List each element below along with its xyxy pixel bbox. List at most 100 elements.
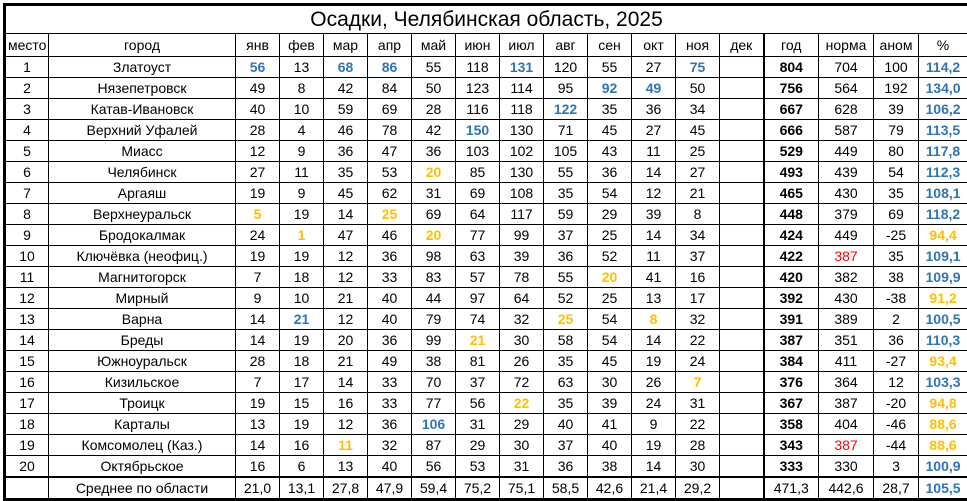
column-header-17[interactable]: % — [919, 34, 967, 57]
cell-jul[interactable]: 72 — [500, 372, 544, 393]
cell-city[interactable]: Южноуральск — [49, 351, 236, 372]
cell-year[interactable]: 493 — [764, 162, 819, 183]
cell-norm[interactable]: 351 — [819, 330, 874, 351]
cell-sep[interactable]: 54 — [588, 183, 632, 204]
cell-year[interactable]: 333 — [764, 456, 819, 478]
cell-jan[interactable]: 24 — [236, 225, 280, 246]
cell-aug[interactable]: 52 — [544, 288, 588, 309]
cell-sep[interactable]: 52 — [588, 246, 632, 267]
cell-dec[interactable] — [720, 225, 764, 246]
cell-percent[interactable]: 94,4 — [919, 225, 967, 246]
cell-norm[interactable]: 387 — [819, 435, 874, 456]
cell-city[interactable]: Варна — [49, 309, 236, 330]
cell-jun[interactable]: 123 — [456, 78, 500, 99]
cell-norm[interactable]: 330 — [819, 456, 874, 478]
cell-jul[interactable]: 108 — [500, 183, 544, 204]
cell-mar[interactable]: 59 — [324, 99, 368, 120]
cell-apr[interactable]: 84 — [368, 78, 412, 99]
cell-sep[interactable]: 54 — [588, 330, 632, 351]
cell-sep[interactable]: 25 — [588, 225, 632, 246]
cell-mar[interactable]: 20 — [324, 330, 368, 351]
cell-place[interactable]: 10 — [5, 246, 49, 267]
cell-feb[interactable]: 8 — [280, 78, 324, 99]
cell-mar[interactable]: 36 — [324, 141, 368, 162]
cell-place[interactable]: 5 — [5, 141, 49, 162]
cell-percent[interactable]: 88,6 — [919, 435, 967, 456]
cell-mar[interactable]: 12 — [324, 414, 368, 435]
cell-jan[interactable]: 12 — [236, 141, 280, 162]
cell-may[interactable]: 42 — [412, 120, 456, 141]
cell-jun[interactable]: 31 — [456, 414, 500, 435]
cell-sep[interactable]: 20 — [588, 267, 632, 288]
cell-city[interactable]: Нязепетровск — [49, 78, 236, 99]
cell-aug[interactable]: 35 — [544, 183, 588, 204]
cell-aug[interactable]: 95 — [544, 78, 588, 99]
cell-oct[interactable]: 27 — [632, 120, 676, 141]
cell-city[interactable]: Бреды — [49, 330, 236, 351]
cell-dec[interactable] — [720, 477, 764, 500]
cell-jun[interactable]: 64 — [456, 204, 500, 225]
cell-dec[interactable] — [720, 120, 764, 141]
cell-feb[interactable]: 9 — [280, 141, 324, 162]
cell-percent[interactable]: 109,1 — [919, 246, 967, 267]
cell-year[interactable]: 667 — [764, 99, 819, 120]
cell-norm[interactable]: 387 — [819, 246, 874, 267]
cell-city[interactable]: Верхний Уфалей — [49, 120, 236, 141]
cell-oct[interactable]: 24 — [632, 393, 676, 414]
cell-sep[interactable]: 45 — [588, 120, 632, 141]
cell-oct[interactable]: 21,4 — [632, 477, 676, 500]
cell-dec[interactable] — [720, 204, 764, 225]
cell-jan[interactable]: 19 — [236, 183, 280, 204]
cell-apr[interactable]: 36 — [368, 414, 412, 435]
cell-percent[interactable]: 88,6 — [919, 414, 967, 435]
cell-year[interactable]: 448 — [764, 204, 819, 225]
cell-sep[interactable]: 55 — [588, 57, 632, 78]
cell-mar[interactable]: 45 — [324, 183, 368, 204]
cell-percent[interactable]: 100,5 — [919, 309, 967, 330]
cell-nov[interactable]: 75 — [676, 57, 720, 78]
cell-oct[interactable]: 26 — [632, 372, 676, 393]
column-header-16[interactable]: аном — [874, 34, 919, 57]
cell-anom[interactable]: 80 — [874, 141, 919, 162]
cell-nov[interactable]: 37 — [676, 246, 720, 267]
cell-jun[interactable]: 103 — [456, 141, 500, 162]
cell-oct[interactable]: 27 — [632, 57, 676, 78]
cell-jul[interactable]: 131 — [500, 57, 544, 78]
column-header-3[interactable]: фев — [280, 34, 324, 57]
cell-aug[interactable]: 105 — [544, 141, 588, 162]
cell-jan[interactable]: 27 — [236, 162, 280, 183]
cell-dec[interactable] — [720, 351, 764, 372]
cell-place[interactable]: 12 — [5, 288, 49, 309]
cell-norm[interactable]: 430 — [819, 183, 874, 204]
cell-apr[interactable]: 33 — [368, 372, 412, 393]
cell-norm[interactable]: 430 — [819, 288, 874, 309]
cell-city[interactable]: Аргаяш — [49, 183, 236, 204]
cell-nov[interactable]: 25 — [676, 141, 720, 162]
cell-apr[interactable]: 36 — [368, 246, 412, 267]
cell-aug[interactable]: 55 — [544, 162, 588, 183]
cell-place[interactable]: 20 — [5, 456, 49, 478]
cell-sep[interactable]: 42,6 — [588, 477, 632, 500]
cell-apr[interactable]: 25 — [368, 204, 412, 225]
cell-jun[interactable]: 75,2 — [456, 477, 500, 500]
cell-aug[interactable]: 35 — [544, 393, 588, 414]
cell-jul[interactable]: 39 — [500, 246, 544, 267]
cell-jan[interactable]: 40 — [236, 99, 280, 120]
cell-percent[interactable]: 100,9 — [919, 456, 967, 478]
cell-aug[interactable]: 63 — [544, 372, 588, 393]
cell-place[interactable] — [5, 477, 49, 500]
cell-aug[interactable]: 36 — [544, 456, 588, 478]
cell-anom[interactable]: 28,7 — [874, 477, 919, 500]
cell-jan[interactable]: 28 — [236, 351, 280, 372]
cell-city[interactable]: Катав-Ивановск — [49, 99, 236, 120]
cell-jul[interactable]: 78 — [500, 267, 544, 288]
cell-feb[interactable]: 6 — [280, 456, 324, 478]
cell-aug[interactable]: 37 — [544, 435, 588, 456]
cell-apr[interactable]: 40 — [368, 288, 412, 309]
cell-feb[interactable]: 1 — [280, 225, 324, 246]
cell-nov[interactable]: 31 — [676, 393, 720, 414]
cell-anom[interactable]: 100 — [874, 57, 919, 78]
cell-city[interactable]: Карталы — [49, 414, 236, 435]
cell-may[interactable]: 106 — [412, 414, 456, 435]
cell-mar[interactable]: 27,8 — [324, 477, 368, 500]
